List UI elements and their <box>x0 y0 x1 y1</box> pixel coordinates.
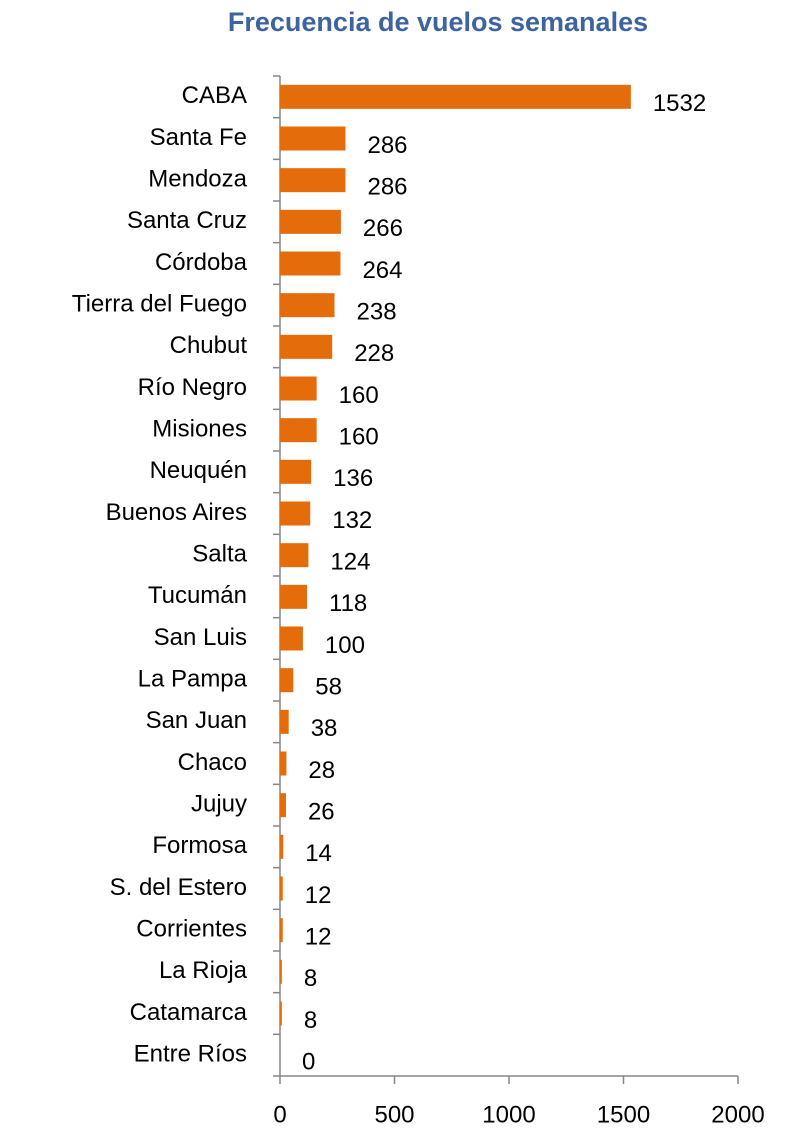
bar <box>280 293 335 318</box>
data-label: 160 <box>339 382 379 409</box>
data-label: 26 <box>308 799 335 826</box>
bar <box>280 459 312 484</box>
y-tick-label: San Luis <box>154 624 247 651</box>
bar <box>280 668 294 693</box>
bar <box>280 84 631 109</box>
data-label: 238 <box>357 299 397 326</box>
data-label: 14 <box>305 840 332 867</box>
data-label: 228 <box>354 340 394 367</box>
bar <box>280 376 317 401</box>
bar <box>280 709 289 734</box>
bar <box>280 626 303 651</box>
data-label: 100 <box>325 632 365 659</box>
data-label: 286 <box>367 132 407 159</box>
data-label: 8 <box>304 965 317 992</box>
y-tick-label: La Pampa <box>138 666 248 693</box>
bar <box>280 126 346 151</box>
y-tick-label: Río Negro <box>138 374 247 401</box>
data-label: 1532 <box>653 90 706 117</box>
data-label: 12 <box>305 882 332 909</box>
y-tick-label: S. del Estero <box>110 874 247 901</box>
y-tick-label: Neuquén <box>150 457 247 484</box>
data-label: 0 <box>302 1049 315 1076</box>
bar <box>280 501 311 526</box>
bar <box>280 584 308 609</box>
data-label: 12 <box>305 924 332 951</box>
data-label: 136 <box>333 465 373 492</box>
data-label: 264 <box>362 257 402 284</box>
y-tick-label: La Rioja <box>159 957 248 984</box>
data-label: 286 <box>367 174 407 201</box>
bar <box>280 543 309 568</box>
bar <box>280 418 317 443</box>
y-tick-label: Salta <box>192 541 247 568</box>
y-tick-label: Santa Fe <box>150 124 247 151</box>
y-tick-label: CABA <box>182 82 247 109</box>
bar <box>280 918 283 943</box>
bar <box>280 209 341 234</box>
data-label: 8 <box>304 1007 317 1034</box>
x-tick-label: 0 <box>273 1101 286 1128</box>
data-label: 160 <box>339 424 379 451</box>
y-tick-label: Tierra del Fuego <box>72 291 247 318</box>
data-label: 28 <box>308 757 335 784</box>
y-tick-label: Entre Ríos <box>134 1041 247 1068</box>
y-tick-label: Chaco <box>178 749 247 776</box>
x-tick-label: 500 <box>374 1101 414 1128</box>
x-tick-label: 1500 <box>597 1101 650 1128</box>
data-label: 124 <box>330 549 370 576</box>
data-label: 266 <box>363 215 403 242</box>
y-tick-label: Buenos Aires <box>106 499 247 526</box>
x-tick-label: 1000 <box>482 1101 535 1128</box>
bar <box>280 834 284 859</box>
bar <box>280 751 287 776</box>
y-tick-label: Chubut <box>170 332 248 359</box>
chart-title: Frecuencia de vuelos semanales <box>228 7 648 37</box>
bar <box>280 876 283 901</box>
bar <box>280 793 286 818</box>
y-tick-label: Formosa <box>152 832 247 859</box>
bar <box>280 334 333 359</box>
y-tick-label: Córdoba <box>155 249 248 276</box>
data-label: 38 <box>311 715 338 742</box>
y-tick-label: Catamarca <box>130 999 248 1026</box>
data-label: 118 <box>329 590 367 617</box>
y-tick-label: Misiones <box>152 416 247 443</box>
bar <box>280 168 346 193</box>
y-tick-label: San Juan <box>146 707 247 734</box>
y-tick-label: Corrientes <box>136 916 247 943</box>
y-tick-label: Jujuy <box>191 791 247 818</box>
bar <box>280 1001 282 1026</box>
y-tick-label: Tucumán <box>148 582 247 609</box>
bar <box>280 251 341 276</box>
y-tick-label: Mendoza <box>148 166 247 193</box>
data-label: 58 <box>315 674 342 701</box>
data-label: 132 <box>332 507 372 534</box>
x-tick-label: 2000 <box>711 1101 764 1128</box>
y-tick-label: Santa Cruz <box>127 207 247 234</box>
bar <box>280 959 282 984</box>
